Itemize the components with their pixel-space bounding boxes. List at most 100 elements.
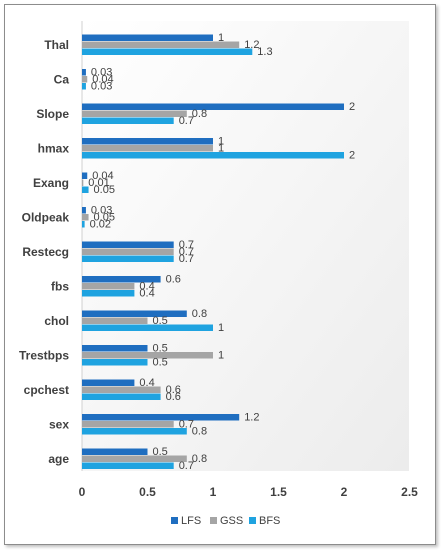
category-label: Restecg [22, 245, 69, 259]
data-label: 0.7 [179, 239, 194, 251]
data-label: 0.6 [166, 274, 181, 286]
data-label: 0.7 [179, 253, 194, 265]
bar-lfs [82, 172, 88, 179]
bar-gss [82, 179, 84, 186]
data-label: 0.7 [179, 246, 194, 258]
bar-lfs [82, 345, 148, 352]
data-label: 0.03 [91, 205, 112, 217]
bar-gss [82, 455, 187, 462]
data-label: 0.8 [192, 426, 207, 438]
data-label: 0.03 [91, 81, 112, 93]
data-label: 0.7 [179, 419, 194, 431]
bar-gss [82, 41, 240, 48]
data-label: 1.2 [244, 412, 259, 424]
bar-lfs [82, 414, 240, 421]
x-tick-label: 0.5 [139, 485, 156, 499]
legend-swatch-bfs [249, 517, 256, 524]
data-label: 0.03 [91, 67, 112, 79]
bar-bfs [82, 393, 161, 400]
bar-bfs [82, 428, 187, 435]
legend-label: LFS [181, 515, 201, 527]
legend-label: BFS [259, 515, 280, 527]
bar-bfs [82, 290, 135, 297]
data-label: 0.7 [179, 460, 194, 472]
data-label: 1 [218, 350, 224, 362]
legend-label: GSS [220, 515, 243, 527]
data-label: 0.5 [153, 315, 168, 327]
bar-lfs [82, 34, 213, 41]
bar-lfs [82, 69, 86, 76]
bar-gss [82, 145, 213, 152]
data-label: 0.02 [90, 219, 111, 231]
x-tick-label: 2.5 [401, 485, 418, 499]
bar-gss [82, 248, 174, 255]
bar-lfs [82, 138, 213, 145]
bar-bfs [82, 255, 174, 262]
data-label: 2 [349, 101, 355, 113]
bar-lfs [82, 103, 344, 110]
bar-lfs [82, 276, 161, 283]
category-label: age [48, 452, 69, 466]
data-label: 1 [218, 322, 224, 334]
data-label: 0.4 [139, 281, 154, 293]
category-label: Slope [36, 107, 69, 121]
category-label: cpchest [24, 383, 69, 397]
data-label: 0.04 [92, 74, 113, 86]
x-tick-label: 2 [341, 485, 348, 499]
data-label: 1.3 [257, 46, 272, 58]
data-label: 0.8 [192, 308, 207, 320]
data-label: 0.6 [166, 391, 181, 403]
bar-bfs [82, 83, 86, 90]
category-label: Trestbps [19, 349, 69, 363]
bar-lfs [82, 379, 135, 386]
data-label: 0.8 [192, 453, 207, 465]
category-label: Thal [44, 38, 69, 52]
legend-swatch-lfs [171, 517, 178, 524]
data-label: 0.6 [166, 384, 181, 396]
bar-gss [82, 386, 161, 393]
bar-bfs [82, 186, 89, 193]
bar-lfs [82, 448, 148, 455]
data-label: 1 [218, 32, 224, 44]
bar-lfs [82, 241, 174, 248]
data-label: 1.2 [244, 39, 259, 51]
data-label: 0.4 [139, 377, 154, 389]
x-tick-label: 1.5 [270, 485, 287, 499]
x-tick-label: 1 [210, 485, 217, 499]
data-label: 1 [218, 143, 224, 155]
bar-bfs [82, 359, 148, 366]
bar-bfs [82, 462, 174, 469]
data-label: 2 [349, 150, 355, 162]
data-label: 0.01 [88, 177, 109, 189]
data-label: 0.5 [153, 446, 168, 458]
chart-frame: Thal 1 1.2 1.3 Ca 0.03 0.04 0.03 Slope 2 0.8 0.7 hma… [4, 4, 436, 545]
data-label: 0.04 [92, 170, 113, 182]
bar-gss [82, 352, 213, 359]
bar-lfs [82, 207, 86, 214]
data-label: 0.7 [179, 115, 194, 127]
category-label: Exang [33, 176, 69, 190]
bar-gss [82, 317, 148, 324]
category-label: Oldpeak [22, 211, 70, 225]
category-label: hmax [38, 142, 70, 156]
bar-bfs [82, 152, 344, 159]
bar-bfs [82, 117, 174, 124]
x-tick-label: 0 [79, 485, 86, 499]
bar-lfs [82, 310, 187, 317]
bar-gss [82, 110, 187, 117]
data-label: 0.05 [94, 212, 115, 224]
data-label: 0.5 [153, 357, 168, 369]
data-label: 0.4 [139, 288, 154, 300]
bar-bfs [82, 48, 253, 55]
category-label: chol [44, 314, 69, 328]
category-label: Ca [54, 73, 70, 87]
bar-gss [82, 421, 174, 428]
bar-gss [82, 76, 88, 83]
data-label: 0.05 [94, 184, 115, 196]
bar-gss [82, 283, 135, 290]
bar-bfs [82, 324, 213, 331]
legend-swatch-gss [210, 517, 217, 524]
data-label: 1 [218, 136, 224, 148]
bar-bfs [82, 221, 85, 228]
